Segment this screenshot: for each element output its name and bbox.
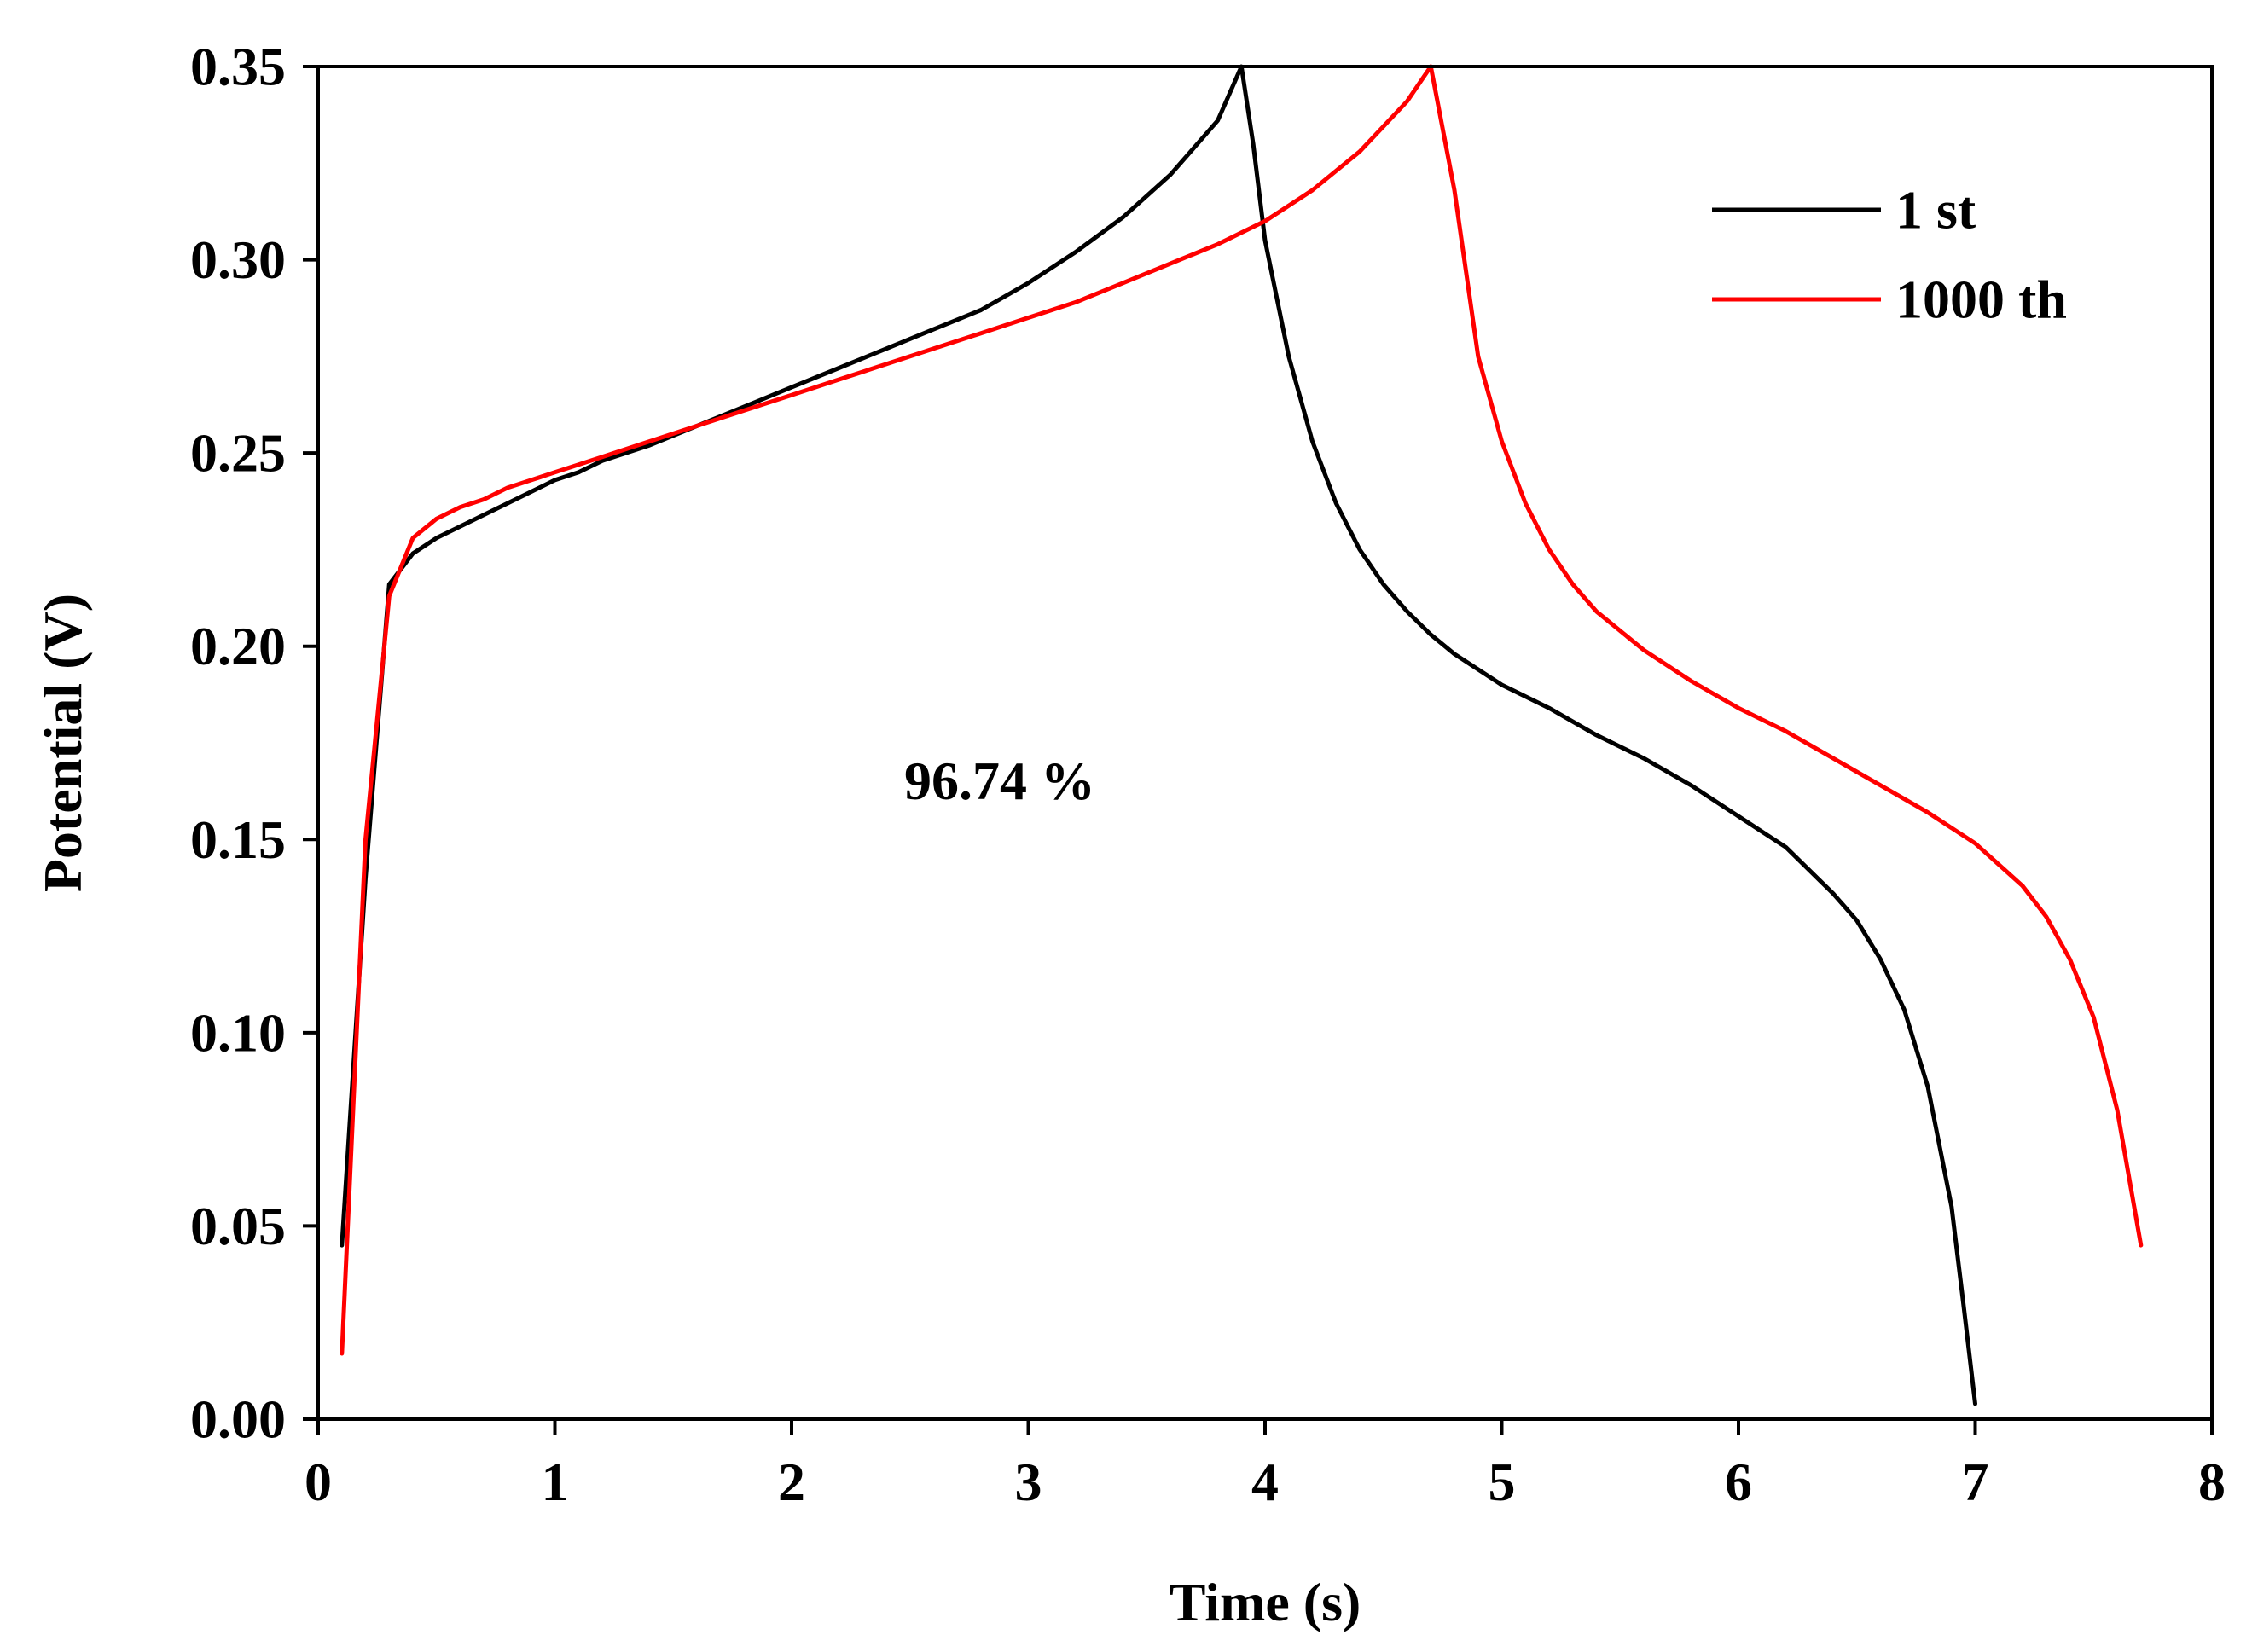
x-tick-label: 5 (1489, 1452, 1516, 1512)
x-axis-label: Time (s) (1170, 1572, 1361, 1632)
y-tick-label: 0.15 (190, 809, 286, 870)
y-tick-label: 0.35 (190, 37, 286, 97)
legend-label-1st: 1 st (1895, 180, 1976, 241)
legend: 1 st 1000 th (1712, 180, 2067, 330)
x-tick-label: 4 (1251, 1452, 1279, 1512)
y-tick-label: 0.25 (190, 423, 286, 484)
series-line-1000th (340, 64, 2144, 1356)
y-tick-label: 0.20 (190, 616, 286, 676)
x-tick-label: 2 (778, 1452, 805, 1512)
x-tick-label: 8 (2198, 1452, 2226, 1512)
y-tick-label: 0.10 (190, 1002, 286, 1063)
x-tick-label: 7 (1962, 1452, 1989, 1512)
ticks-layer: 0 1 2 3 4 5 6 7 8 0.00 0.05 0.10 0.15 0.20 0.25 0.30 0.3… (190, 37, 2226, 1513)
x-tick-label: 3 (1015, 1452, 1042, 1512)
y-tick-label: 0.05 (190, 1196, 286, 1256)
y-tick-label: 0.30 (190, 229, 286, 290)
x-tick-label: 0 (305, 1452, 332, 1512)
series-layer (340, 64, 2144, 1406)
y-axis-label: Potential (V) (32, 594, 93, 892)
legend-label-1000th: 1000 th (1895, 270, 2067, 330)
y-tick-label: 0.00 (190, 1389, 286, 1450)
x-tick-label: 1 (542, 1452, 569, 1512)
capacitance-retention-annotation: 96.74 % (904, 751, 1095, 811)
x-tick-label: 6 (1725, 1452, 1752, 1512)
